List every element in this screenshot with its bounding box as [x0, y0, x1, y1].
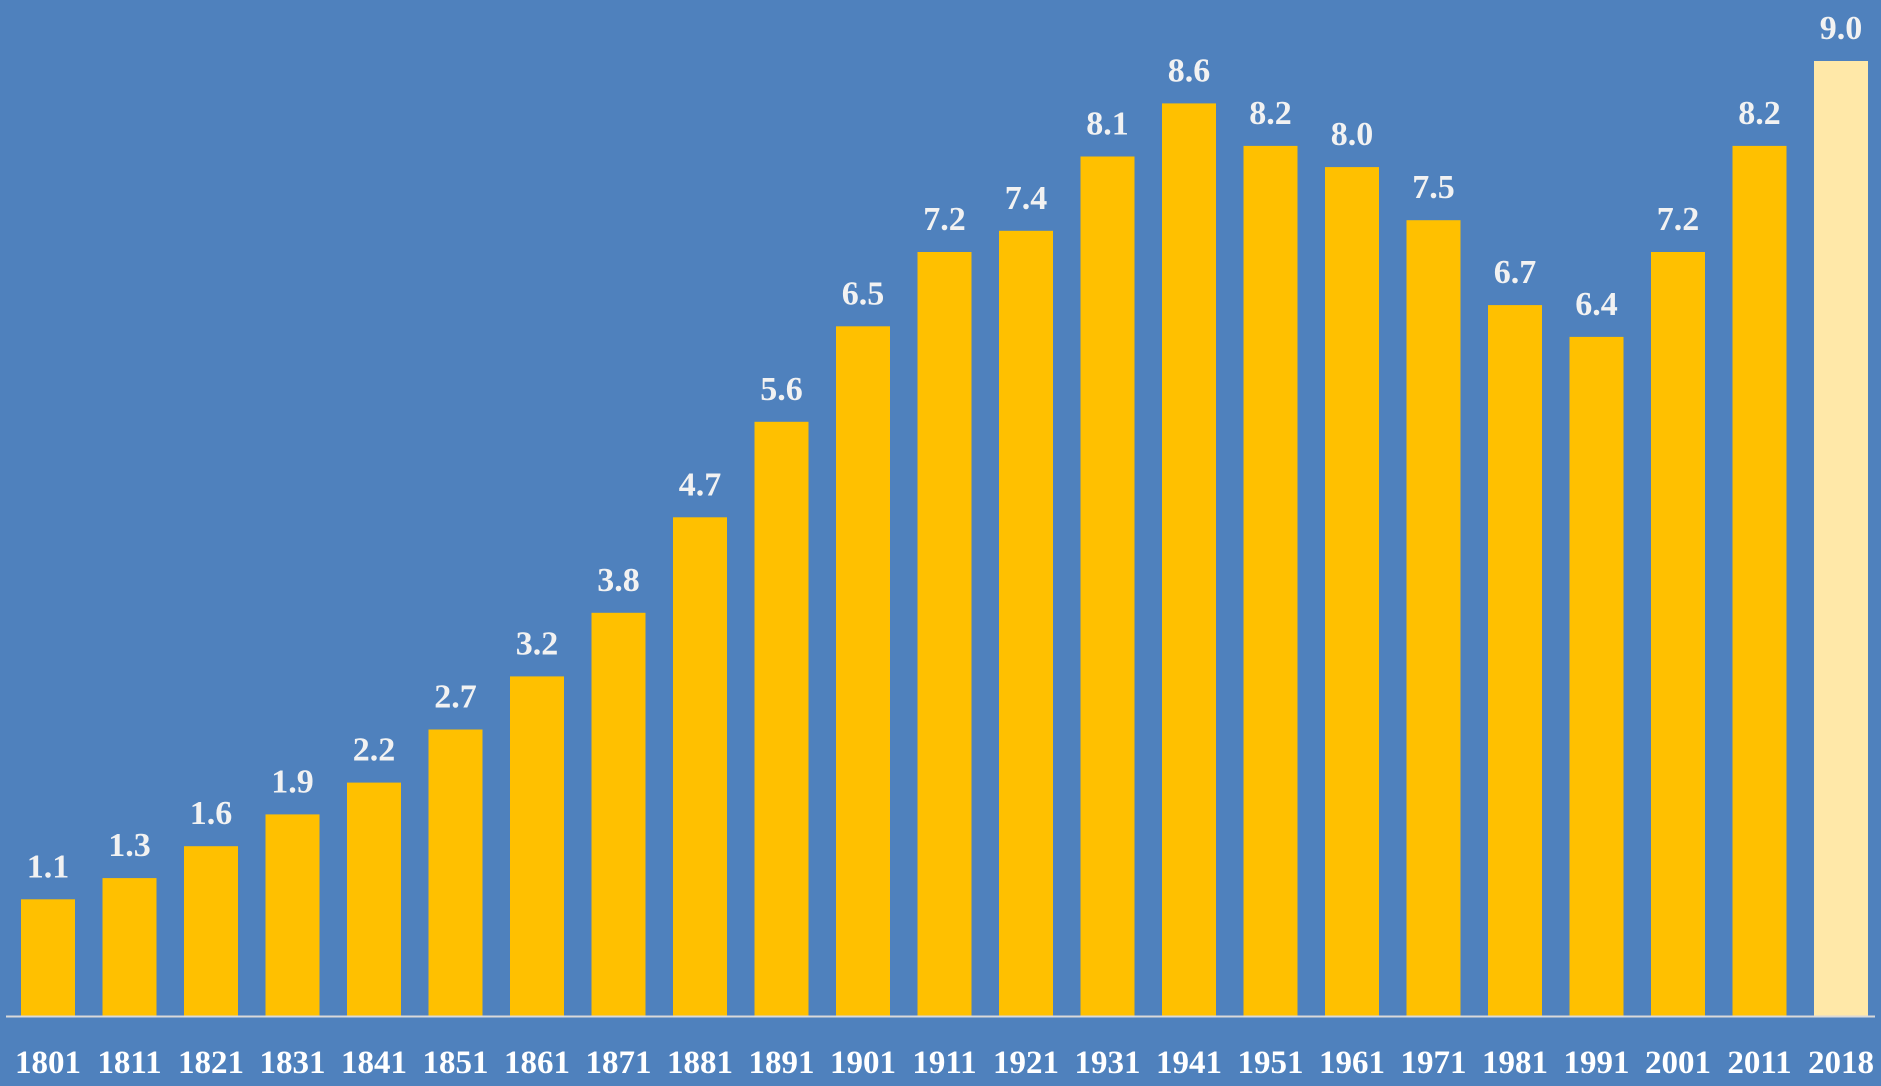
x-tick-label-1831: 1831	[260, 1045, 326, 1081]
bar-1891	[754, 421, 809, 1016]
bar-1961	[1325, 167, 1379, 1017]
bar-1871	[591, 612, 646, 1016]
data-label-1961: 8.0	[1331, 116, 1374, 153]
bar-1811	[102, 878, 157, 1016]
data-label-1871: 3.8	[597, 562, 640, 599]
x-tick-label-1921: 1921	[993, 1045, 1059, 1081]
data-label-2001: 7.2	[1657, 201, 1700, 238]
data-label-1991: 6.4	[1575, 286, 1618, 323]
x-tick-label-1911: 1911	[912, 1045, 976, 1081]
data-label-1861: 3.2	[516, 625, 559, 662]
bar-1831	[265, 814, 320, 1016]
bar-1841	[347, 782, 401, 1016]
x-tick-label-2011: 2011	[1727, 1045, 1791, 1081]
bar-2011	[1732, 145, 1787, 1016]
x-tick-labels-group: 1801 1811 1821 1831 1841 1851 1861 1871 1881 1891…	[15, 1045, 1874, 1081]
x-tick-label-1811: 1811	[97, 1045, 161, 1081]
data-label-1811: 1.3	[108, 827, 151, 864]
x-tick-label-1871: 1871	[586, 1045, 652, 1081]
data-label-1901: 6.5	[842, 275, 885, 312]
data-label-1841: 2.2	[353, 732, 396, 769]
x-tick-label-1801: 1801	[15, 1045, 81, 1081]
data-labels-group: 1.1 1.3 1.6 1.9 2.2 2.7 3.2 3.8 4.7 5.6 6.5 7.2 7.4 8…	[27, 10, 1863, 885]
data-label-2011: 8.2	[1738, 95, 1781, 132]
bar-1931	[1080, 156, 1135, 1016]
bar-1861	[510, 676, 564, 1016]
data-label-1951: 8.2	[1249, 95, 1292, 132]
x-tick-label-1951: 1951	[1238, 1045, 1304, 1081]
data-label-1881: 4.7	[679, 466, 722, 503]
x-tick-label-1851: 1851	[423, 1045, 489, 1081]
x-tick-label-1931: 1931	[1075, 1045, 1141, 1081]
bar-1921	[999, 230, 1053, 1017]
bar-2001	[1651, 252, 1705, 1016]
bars-group	[21, 61, 1868, 1017]
x-tick-label-2001: 2001	[1645, 1045, 1711, 1081]
data-label-1891: 5.6	[760, 371, 803, 408]
x-tick-label-1901: 1901	[830, 1045, 896, 1081]
data-label-1921: 7.4	[1005, 180, 1048, 217]
x-tick-label-1821: 1821	[178, 1045, 244, 1081]
x-tick-label-1861: 1861	[504, 1045, 570, 1081]
bar-1901	[836, 326, 890, 1016]
bar-1911	[917, 252, 972, 1016]
data-label-1911: 7.2	[923, 201, 966, 238]
bar-1991	[1569, 336, 1624, 1016]
bar-1951	[1243, 145, 1298, 1016]
x-tick-label-1841: 1841	[341, 1045, 407, 1081]
data-label-1981: 6.7	[1494, 254, 1537, 291]
data-label-1931: 8.1	[1086, 106, 1129, 143]
x-tick-label-1941: 1941	[1156, 1045, 1222, 1081]
bar-1881	[673, 517, 727, 1016]
bar-2018	[1814, 61, 1868, 1016]
bar-1941	[1162, 103, 1216, 1016]
data-label-1851: 2.7	[434, 679, 477, 716]
data-label-1971: 7.5	[1412, 169, 1455, 206]
x-tick-label-1991: 1991	[1564, 1045, 1630, 1081]
bar-1981	[1488, 305, 1542, 1017]
x-tick-label-1961: 1961	[1319, 1045, 1385, 1081]
bar-1851	[428, 729, 483, 1016]
bar-1801	[21, 899, 75, 1016]
x-tick-label-1891: 1891	[749, 1045, 815, 1081]
bar-1821	[184, 846, 238, 1016]
x-tick-label-1981: 1981	[1482, 1045, 1548, 1081]
data-label-1821: 1.6	[190, 795, 233, 832]
data-label-1941: 8.6	[1168, 52, 1211, 89]
x-tick-label-1881: 1881	[667, 1045, 733, 1081]
data-label-1831: 1.9	[271, 763, 314, 800]
x-tick-label-2018: 2018	[1808, 1045, 1874, 1081]
data-label-2018: 9.0	[1820, 10, 1863, 47]
x-tick-label-1971: 1971	[1401, 1045, 1467, 1081]
bar-1971	[1406, 220, 1461, 1016]
data-label-1801: 1.1	[27, 848, 70, 885]
